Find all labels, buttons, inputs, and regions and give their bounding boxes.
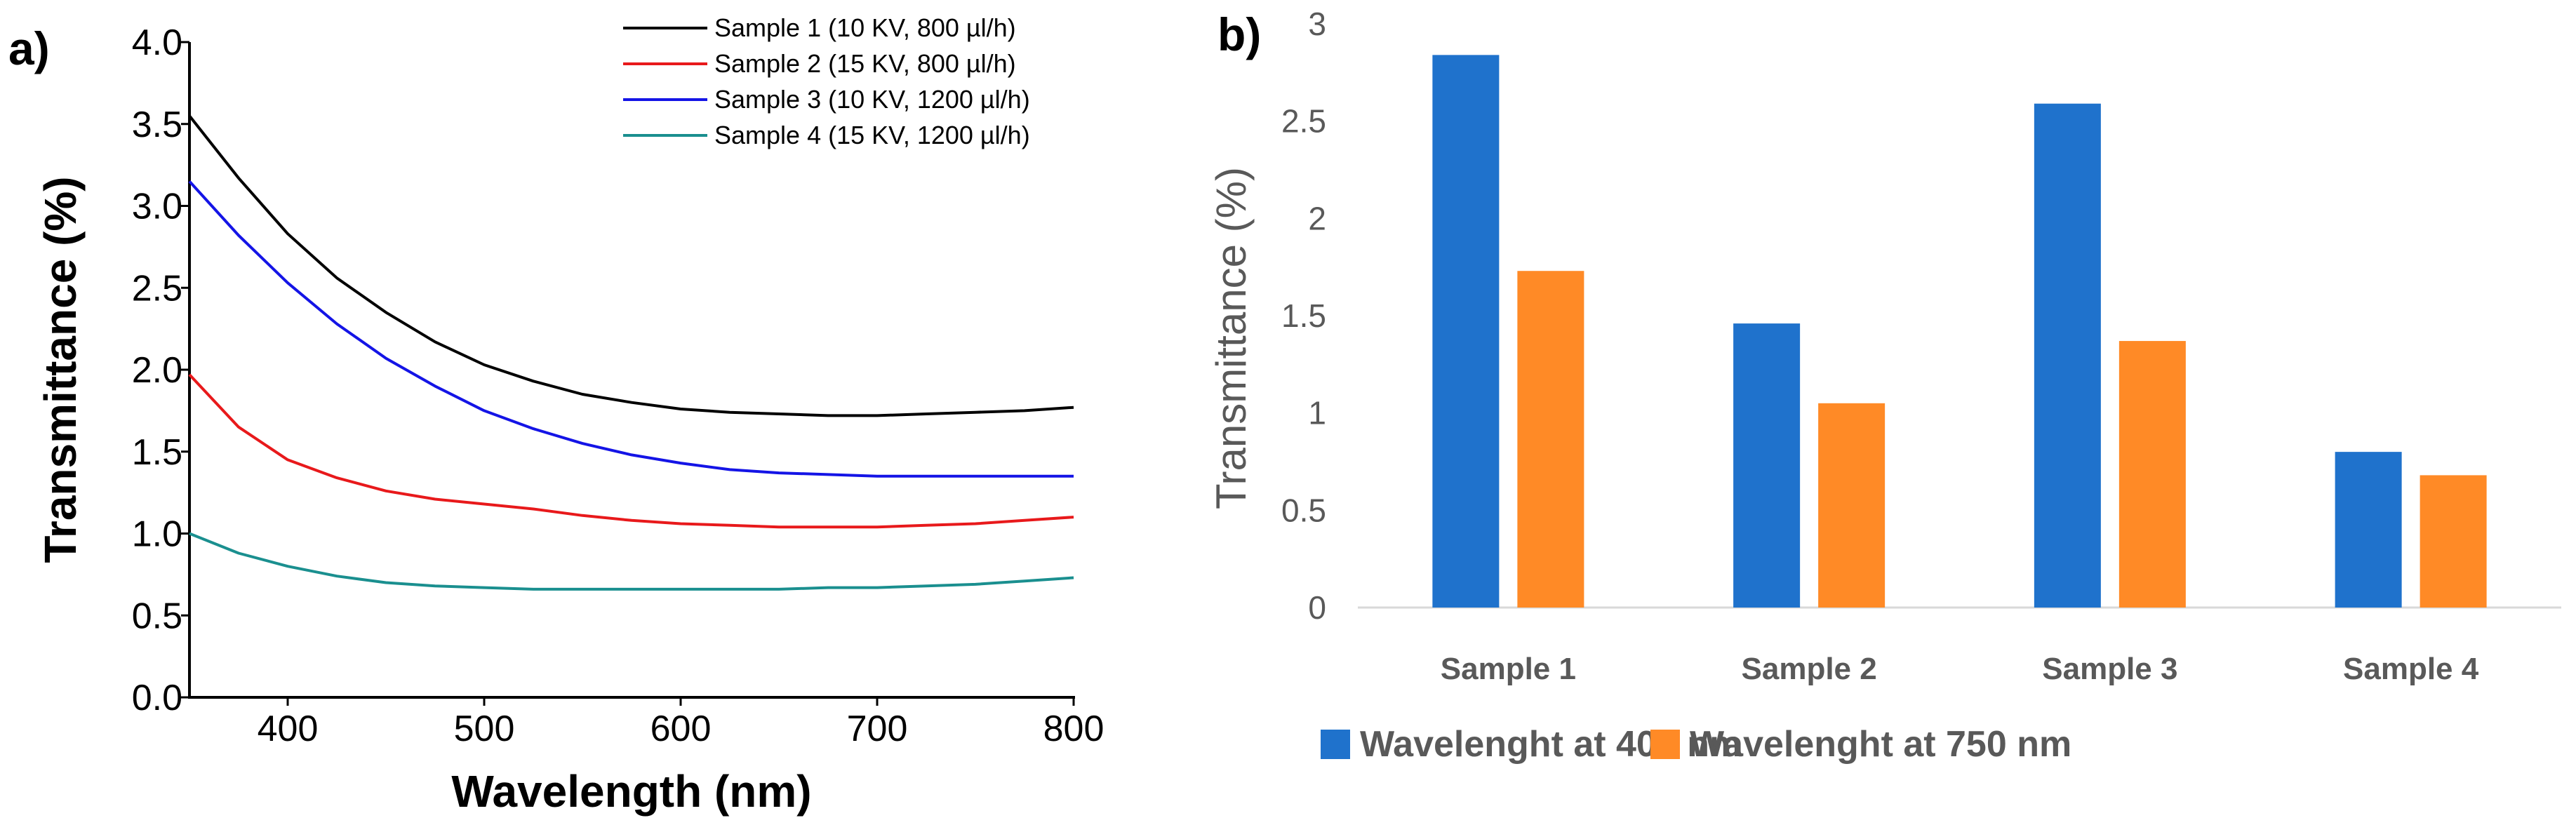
panel-a-x-ticks: 400 500 600 700 800 <box>258 697 1105 749</box>
panel-a-x-axis-title: Wavelength (nm) <box>451 766 811 817</box>
bar-sample-3-series-1 <box>2034 103 2101 608</box>
legend-swatch-series-2 <box>1650 730 1680 759</box>
panel-b-label: b) <box>1217 8 1261 60</box>
legend-label-series-1: Wavelenght at 400 nm <box>1360 724 1742 765</box>
x-tick-label: 500 <box>454 709 515 749</box>
panel-a-label: a) <box>8 22 50 74</box>
bar-sample-1-series-1 <box>1432 55 1500 608</box>
panel-b-category-labels: Sample 1 Sample 2 Sample 3 Sample 4 <box>1441 652 2479 686</box>
y-tick-label: 2 <box>1308 200 1326 236</box>
x-tick-label: 800 <box>1043 709 1105 749</box>
panel-b-y-ticks: 0 0.5 1 1.5 2 2.5 3 <box>1281 6 1326 626</box>
y-tick-label: 0.0 <box>132 678 182 718</box>
panel-a-legend: Sample 1 (10 KV, 800 µl/h) Sample 2 (15 K… <box>623 13 1030 149</box>
bar-sample-3-series-2 <box>2118 341 2186 608</box>
series-line-sample-3 <box>188 180 1074 478</box>
y-tick-label: 3.0 <box>132 187 182 227</box>
panel-a-y-axis-title: Transmittance (%) <box>35 176 86 563</box>
panel-a: a) 0.0 0.5 1.0 1.5 2.0 2.5 3.0 3.5 4.0 400 500 600… <box>8 13 1104 817</box>
category-label-4: Sample 4 <box>2343 652 2479 686</box>
y-tick-label: 0 <box>1308 589 1326 626</box>
bar-sample-1-series-2 <box>1517 271 1584 608</box>
y-tick-label: 1.5 <box>132 432 182 473</box>
panel-a-y-ticks: 0.0 0.5 1.0 1.5 2.0 2.5 3.0 3.5 4.0 <box>132 22 189 718</box>
panel-b: b) 00.511.522.53 Sample 1 Sample 2 Sample … <box>1208 6 2561 765</box>
bar-sample-4-series-1 <box>2335 452 2402 608</box>
panel-a-series-lines <box>188 114 1074 591</box>
x-tick-label: 400 <box>258 709 319 749</box>
y-tick-label: 0.5 <box>1281 492 1326 528</box>
legend-label-sample-1: Sample 1 (10 KV, 800 µl/h) <box>714 13 1016 42</box>
bar-sample-4-series-2 <box>2420 475 2487 608</box>
legend-label-sample-3: Sample 3 (10 KV, 1200 µl/h) <box>714 85 1030 114</box>
y-tick-label: 2.0 <box>132 350 182 391</box>
x-tick-label: 600 <box>650 709 712 749</box>
y-tick-label: 1.5 <box>1281 297 1326 334</box>
series-line-sample-2 <box>188 373 1074 529</box>
category-label-2: Sample 2 <box>1742 652 1877 686</box>
bar-sample-2-series-1 <box>1733 323 1801 608</box>
y-tick-label: 1.0 <box>132 514 182 555</box>
series-line-sample-4 <box>189 532 1074 591</box>
series-line-sample-1 <box>188 114 1074 417</box>
y-tick-label: 2.5 <box>132 268 182 309</box>
legend-label-sample-2: Sample 2 (15 KV, 800 µl/h) <box>714 49 1016 78</box>
y-tick-label: 4.0 <box>132 22 182 63</box>
legend-swatch-series-1 <box>1321 730 1350 759</box>
panel-b-y-axis-title: Transmittance (%) <box>1208 167 1255 509</box>
category-label-1: Sample 1 <box>1441 652 1576 686</box>
bar-sample-2-series-2 <box>1818 403 1886 608</box>
x-tick-label: 700 <box>847 709 908 749</box>
y-tick-label: 1 <box>1308 395 1326 431</box>
y-tick-label: 3 <box>1308 6 1326 42</box>
panel-b-bars <box>1432 55 2487 608</box>
y-tick-label: 0.5 <box>132 596 182 636</box>
legend-label-sample-4: Sample 4 (15 KV, 1200 µl/h) <box>714 121 1030 149</box>
category-label-3: Sample 3 <box>2042 652 2177 686</box>
y-tick-label: 2.5 <box>1281 103 1326 140</box>
legend-label-series-2: Wavelenght at 750 nm <box>1690 724 2071 765</box>
y-tick-label: 3.5 <box>132 105 182 145</box>
